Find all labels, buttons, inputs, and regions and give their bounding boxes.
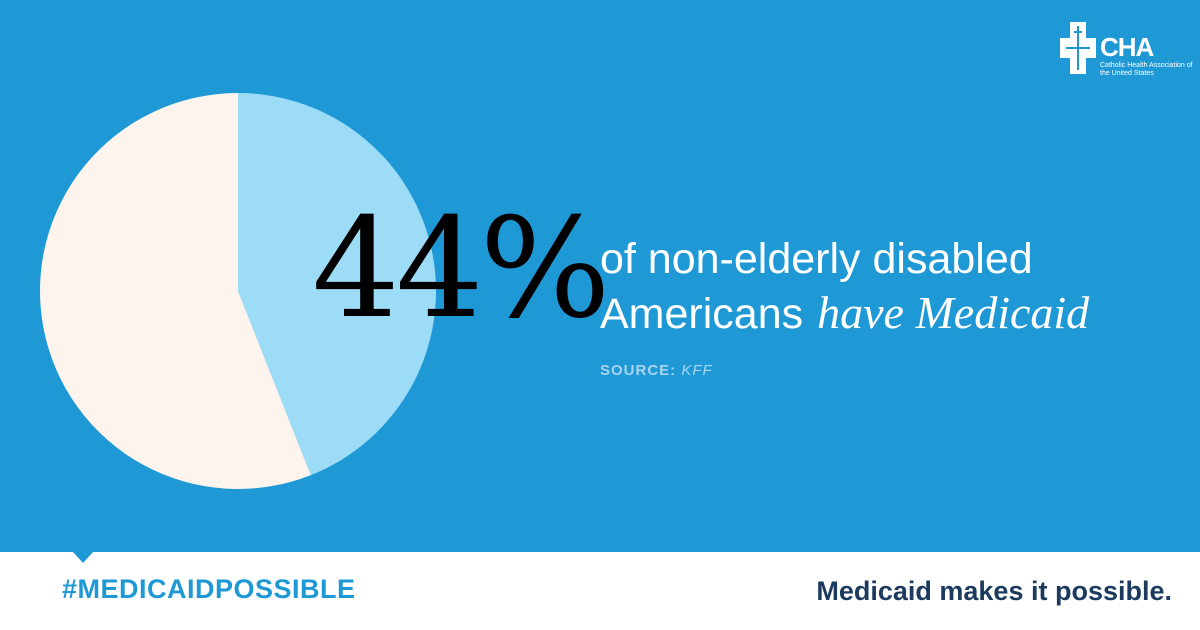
source: SOURCE: KFF	[600, 362, 713, 379]
pie-slice-1	[39, 93, 311, 489]
stat-description: of non-elderly disabled Americans have Me…	[600, 232, 1089, 341]
source-label: SOURCE:	[600, 362, 677, 379]
hashtag[interactable]: #MEDICAIDPOSSIBLE	[62, 574, 356, 604]
footer: #MEDICAIDPOSSIBLE Medicaid makes it poss…	[0, 551, 1200, 630]
cross-logo-icon	[1060, 22, 1096, 74]
logo-name: CHA	[1100, 32, 1154, 62]
stat-value: 44%	[312, 188, 611, 349]
pie-slice-0	[238, 93, 436, 476]
stat-line-2: Americans	[600, 290, 804, 338]
stat-line-1: of non-elderly disabled	[600, 235, 1033, 283]
tagline: Medicaid makes it possible.	[816, 576, 1172, 606]
speech-notch	[72, 551, 94, 563]
source-value: KFF	[681, 362, 713, 379]
pie-chart	[39, 93, 436, 489]
stat-emphasis: have Medicaid	[817, 287, 1090, 338]
logo-subtitle: Catholic Health Association of the Unite…	[1100, 62, 1193, 77]
